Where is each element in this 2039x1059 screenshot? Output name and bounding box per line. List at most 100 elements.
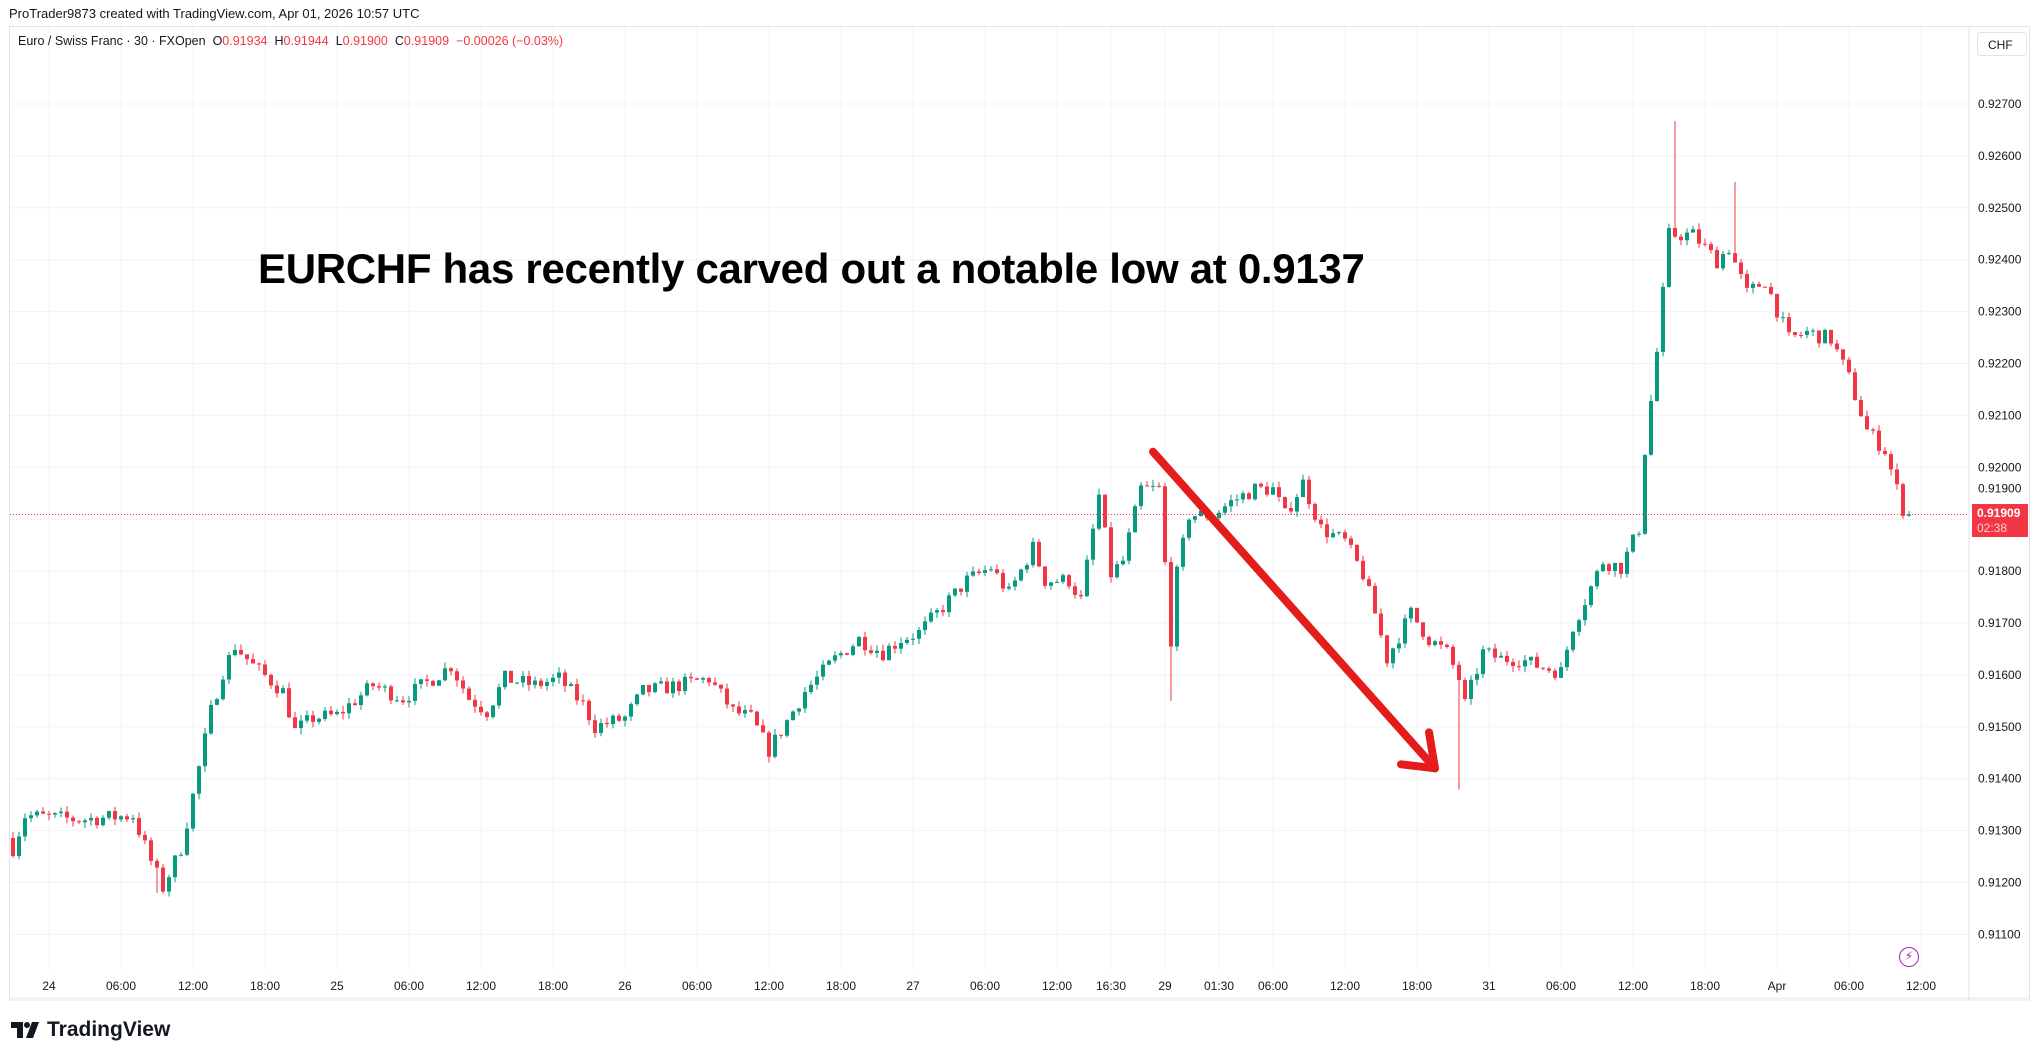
candle-body xyxy=(593,720,597,733)
candle-body xyxy=(1337,532,1341,534)
candle-body xyxy=(971,571,975,576)
close-label: C xyxy=(394,34,404,48)
time-tick-label: 27 xyxy=(906,979,920,993)
candle-body xyxy=(1127,532,1131,561)
candle-body xyxy=(953,588,957,596)
candle-body xyxy=(779,734,783,736)
candle-body xyxy=(905,639,909,643)
time-tick-label: 12:00 xyxy=(466,979,496,993)
candle-body xyxy=(1145,485,1149,487)
candle-body xyxy=(1307,479,1311,505)
price-tick-label: 0.92200 xyxy=(1978,357,2022,371)
candle-body xyxy=(539,680,543,686)
time-tick-label: 18:00 xyxy=(1690,979,1720,993)
candle-body xyxy=(1499,655,1503,658)
candle-body xyxy=(533,680,537,685)
time-tick-label: 06:00 xyxy=(1546,979,1576,993)
candle-body xyxy=(1427,636,1431,646)
candle-body xyxy=(983,570,987,573)
candle-body xyxy=(515,682,519,684)
candle-body xyxy=(1577,620,1581,632)
candles xyxy=(10,121,1969,897)
candle-body xyxy=(101,817,105,826)
lightning-icon[interactable]: ⚡ xyxy=(1899,947,1919,967)
candle-body xyxy=(443,668,447,681)
candle-body xyxy=(629,704,633,717)
candle-body xyxy=(1331,533,1335,538)
logo-text: TradingView xyxy=(47,1018,171,1041)
candle-body xyxy=(323,710,327,719)
candle-body xyxy=(299,720,303,729)
candle-body xyxy=(353,703,357,706)
last-price-value: 0.91909 xyxy=(1977,506,2021,520)
candle-body xyxy=(1883,450,1887,454)
candle-body xyxy=(1439,641,1443,645)
currency-button[interactable]: CHF xyxy=(1977,32,2027,56)
candle-body xyxy=(1727,253,1731,255)
candle-body xyxy=(1589,586,1593,606)
candle-body xyxy=(1721,254,1725,269)
candle-body xyxy=(1907,514,1911,516)
time-tick-label: 18:00 xyxy=(826,979,856,993)
candle-body xyxy=(1655,351,1659,401)
candle-body xyxy=(35,811,39,816)
candle-body xyxy=(743,710,747,714)
candle-body xyxy=(125,816,129,820)
candle-body xyxy=(1223,506,1227,513)
candle-body xyxy=(1775,293,1779,318)
candle-body xyxy=(803,692,807,709)
candle-body xyxy=(461,680,465,689)
annotation-text[interactable]: EURCHF has recently carved out a notable… xyxy=(258,245,1365,292)
candle-body xyxy=(425,679,429,681)
candle-body xyxy=(1679,236,1683,241)
candle-body xyxy=(1583,605,1587,621)
candle-body xyxy=(845,653,849,655)
candle-body xyxy=(143,834,147,841)
candle-body xyxy=(1415,607,1419,623)
candle-body xyxy=(1463,679,1467,699)
candle-body xyxy=(713,682,717,685)
candle-body xyxy=(551,677,555,682)
candle-body xyxy=(1367,579,1371,586)
candle-body xyxy=(41,811,45,814)
annotation-arrow xyxy=(1149,447,1439,773)
candle-body xyxy=(1505,655,1509,662)
candle-body xyxy=(1733,253,1737,263)
candle-body xyxy=(839,653,843,656)
candle-body xyxy=(1007,586,1011,589)
candle-body xyxy=(1133,506,1137,533)
candle-body xyxy=(197,766,201,794)
candle-body xyxy=(1457,664,1461,680)
candle-body xyxy=(281,688,285,694)
candle-body xyxy=(1097,494,1101,529)
candle-body xyxy=(107,811,111,818)
price-tick-label: 0.91800 xyxy=(1978,564,2022,578)
candle-body xyxy=(563,672,567,686)
candle-body xyxy=(1823,329,1827,344)
candle-body xyxy=(1085,559,1089,597)
candle-body xyxy=(407,700,411,703)
candle-body xyxy=(1751,283,1755,288)
candle-body xyxy=(1277,487,1281,498)
candle-body xyxy=(1355,544,1359,561)
price-tick-label: 0.91500 xyxy=(1978,720,2022,734)
candle-body xyxy=(821,664,825,677)
symbol-title[interactable]: Euro / Swiss Franc · 30 · FXOpen xyxy=(18,34,206,48)
tradingview-logo[interactable]: TradingView xyxy=(11,1018,170,1042)
candle-body xyxy=(587,700,591,721)
candle-body xyxy=(1691,229,1695,233)
candle-body xyxy=(1121,560,1125,565)
price-tick-label: 0.92600 xyxy=(1978,149,2022,163)
candle-body xyxy=(167,877,171,892)
time-tick-label: 25 xyxy=(330,979,344,993)
candle-body xyxy=(1637,533,1641,535)
candle-body xyxy=(227,655,231,680)
candle-body xyxy=(1847,359,1851,373)
candle-body xyxy=(1673,227,1677,237)
candle-body xyxy=(1217,512,1221,518)
candle-body xyxy=(1745,274,1749,288)
candle-body xyxy=(491,705,495,718)
candle-body xyxy=(1475,673,1479,680)
candle-body xyxy=(677,681,681,692)
